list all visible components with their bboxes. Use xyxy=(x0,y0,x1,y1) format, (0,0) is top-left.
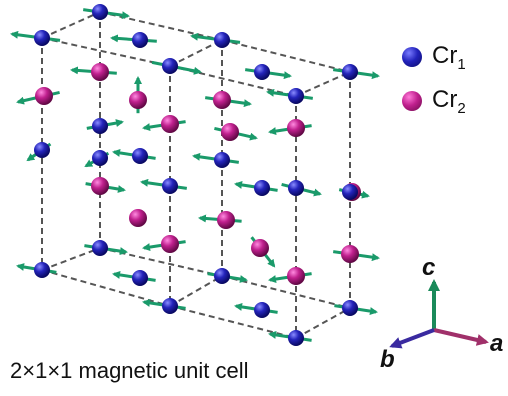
cr2-atom xyxy=(91,63,109,81)
axis-a-label: a xyxy=(490,330,504,357)
cr2-atom xyxy=(287,119,305,137)
cr2-atom xyxy=(287,267,305,285)
cell-edge xyxy=(221,39,351,73)
cr1-atom xyxy=(132,270,148,286)
cr1-atom xyxy=(162,298,178,314)
cr1-atom xyxy=(254,302,270,318)
cr2-atom xyxy=(91,177,109,195)
spin-arrows xyxy=(10,8,380,342)
cr2-atom xyxy=(129,91,147,109)
cr1-swatch xyxy=(402,47,422,68)
axis-triad xyxy=(389,279,489,349)
cr1-atom xyxy=(288,180,304,196)
cr1-atom xyxy=(92,240,108,256)
cr1-atom xyxy=(214,268,230,284)
cr1-atom xyxy=(254,64,270,80)
cr2-atom xyxy=(129,209,147,227)
cr1-atom xyxy=(214,32,230,48)
legend-cr2: Cr2 xyxy=(402,86,466,117)
cr1-atom xyxy=(132,32,148,48)
cr2-atom xyxy=(217,211,235,229)
cell-edges xyxy=(41,11,351,339)
cr2-atom xyxy=(35,87,53,105)
cell-edge xyxy=(295,71,351,97)
legend-cr1: Cr1 xyxy=(402,42,466,73)
cr1-atom xyxy=(34,262,50,278)
legend-cr1-label: Cr1 xyxy=(432,42,466,73)
cr1-atom xyxy=(342,184,358,200)
cr1-atom xyxy=(34,30,50,46)
cell-edge xyxy=(41,247,101,271)
axis-a-arrow xyxy=(433,328,489,346)
cr1-atom xyxy=(162,58,178,74)
cr1-atom xyxy=(254,180,270,196)
cell-edge xyxy=(99,11,223,41)
axis-b-label: b xyxy=(380,346,395,373)
cr2-atom xyxy=(213,91,231,109)
cr2-atom xyxy=(161,235,179,253)
cell-edge xyxy=(41,11,101,39)
cr1-atom xyxy=(342,300,358,316)
cr1-atom xyxy=(132,148,148,164)
cr2-atom xyxy=(251,239,269,257)
cell-edge xyxy=(169,275,223,307)
cr2-atom xyxy=(161,115,179,133)
cell-edge xyxy=(41,37,171,67)
atoms xyxy=(34,4,361,346)
cr1-atom xyxy=(34,142,50,158)
cr1-atom xyxy=(92,4,108,20)
cr1-atom xyxy=(342,64,358,80)
cr1-atom xyxy=(288,330,304,346)
cell-edge xyxy=(169,305,297,339)
cell-edge xyxy=(221,275,351,309)
cr1-atom xyxy=(92,118,108,134)
cr1-atom xyxy=(162,178,178,194)
cr2-atom xyxy=(341,245,359,263)
cr2-swatch xyxy=(402,91,422,112)
cr2-atom xyxy=(221,123,239,141)
cell-edge xyxy=(169,39,223,67)
caption: 2×1×1 magnetic unit cell xyxy=(10,358,249,383)
axis-b-arrow xyxy=(389,328,435,349)
cr1-atom xyxy=(214,152,230,168)
cr1-atom xyxy=(288,88,304,104)
axis-c-label: c xyxy=(422,254,436,281)
cell-edge xyxy=(41,269,171,307)
legend-cr2-label: Cr2 xyxy=(432,86,466,117)
cell-edge xyxy=(295,307,351,339)
cr1-atom xyxy=(92,150,108,166)
